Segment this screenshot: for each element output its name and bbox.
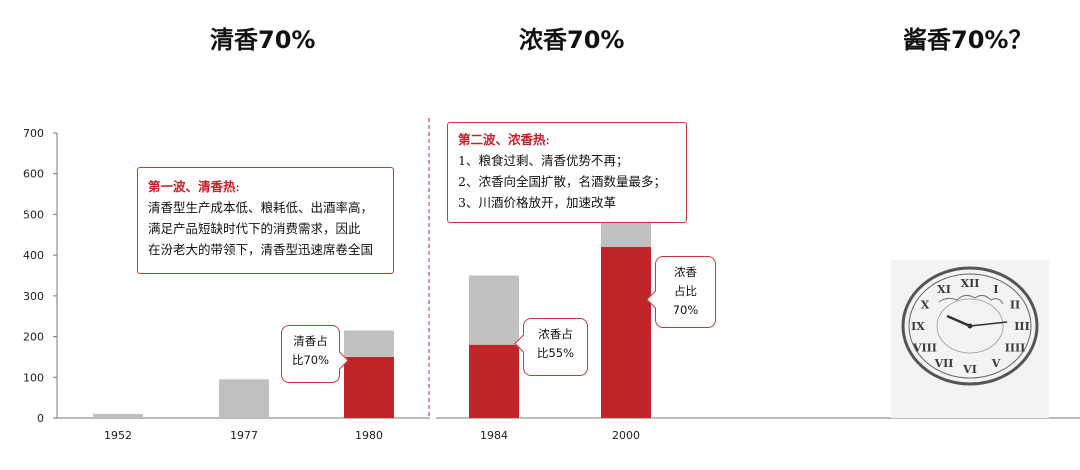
- note1-title-colon: :: [235, 179, 240, 194]
- y-tick-label: 600: [23, 168, 44, 181]
- callout-line: 比55%: [536, 346, 575, 360]
- clock-numeral: VIII: [912, 342, 937, 355]
- bar-segment-red: [344, 356, 394, 418]
- note2-line: 1、粮食过剩、清香优势不再；: [458, 153, 629, 168]
- y-tick-label: 0: [37, 412, 44, 425]
- bar-segment-gray: [219, 379, 269, 418]
- callout-1984-share: 浓香占 比55%: [523, 318, 588, 376]
- note1-line: 满足产品短缺时代下的消费需求，因此: [148, 221, 361, 236]
- note2-title: 第二波、浓香热: [458, 132, 546, 147]
- callout-line: 比70%: [291, 353, 330, 367]
- note1-line: 清香型生产成本低、粮耗低、出酒率高，: [148, 200, 374, 215]
- y-tick-label: 100: [23, 371, 44, 384]
- bar-segment-red: [469, 344, 519, 418]
- clock-numeral: II: [1010, 299, 1020, 312]
- clock-numeral: IIII: [1005, 342, 1026, 355]
- y-axis: 0 100 200 300 400 500 600 700: [23, 127, 58, 425]
- note1-title: 第一波、清香热: [148, 179, 236, 194]
- note1-line: 在汾老大的带领下，清香型迅速席卷全国: [148, 242, 374, 257]
- y-tick-label: 500: [23, 208, 44, 221]
- headline-light-aroma: 清香70%: [210, 26, 316, 54]
- clock-numeral: III: [1014, 320, 1029, 333]
- headline-strong-aroma: 浓香70%: [519, 26, 625, 54]
- x-tick-label: 1984: [480, 429, 508, 442]
- x-tick-label: 1952: [104, 429, 132, 442]
- annotation-first-wave: 第一波、清香热: 清香型生产成本低、粮耗低、出酒率高， 满足产品短缺时代下的消费…: [137, 167, 394, 274]
- note2-title-colon: :: [545, 132, 550, 147]
- bar-segment-gray: [93, 413, 143, 418]
- clock-numeral: I: [993, 283, 998, 296]
- callout-line: 浓香占: [538, 327, 573, 341]
- clock-numeral: XI: [937, 283, 951, 296]
- y-tick-label: 400: [23, 249, 44, 262]
- x-tick-label: 1977: [230, 429, 258, 442]
- clock-numeral: X: [921, 299, 930, 312]
- clock-numeral: IX: [911, 320, 925, 333]
- callout-line: 清香占: [293, 334, 328, 348]
- bar-segment-gray: [344, 330, 394, 357]
- x-axis: 1952 1977 1980 1984 2000: [57, 417, 1080, 442]
- callout-2000-share: 浓香 占比 70%: [655, 256, 716, 328]
- annotation-second-wave: 第二波、浓香热: 1、粮食过剩、清香优势不再； 2、浓香向全国扩散，名酒数量最多…: [447, 122, 687, 223]
- callout-line: 浓香: [674, 265, 697, 279]
- note2-line: 3、川酒价格放开，加速改革: [458, 195, 616, 210]
- x-tick-label: 1980: [355, 429, 383, 442]
- y-tick-label: 700: [23, 127, 44, 140]
- headline-sauce-aroma: 酱香70%？: [903, 26, 1033, 54]
- clock-numeral: XII: [961, 277, 980, 290]
- bar-segment-gray: [469, 275, 519, 345]
- y-tick-label: 200: [23, 331, 44, 344]
- callout-line: 70%: [672, 303, 699, 317]
- clock-image: XII I II III IIII V VI VII VIII IX X XI: [891, 260, 1049, 418]
- note2-line: 2、浓香向全国扩散，名酒数量最多；: [458, 174, 666, 189]
- x-tick-label: 2000: [612, 429, 640, 442]
- clock-numeral: VI: [962, 363, 977, 376]
- y-tick-label: 300: [23, 290, 44, 303]
- callout-line: 占比: [674, 284, 697, 298]
- bar-segment-red: [601, 247, 651, 418]
- clock-numeral: VII: [934, 357, 954, 370]
- clock-numeral: V: [991, 357, 1001, 370]
- callout-1980-share: 清香占 比70%: [281, 325, 340, 383]
